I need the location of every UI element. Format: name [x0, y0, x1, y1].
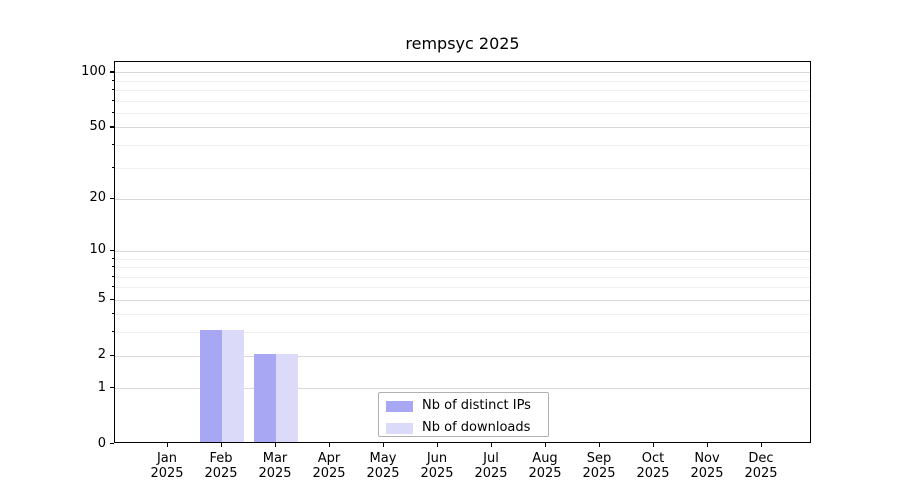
x-axis-tick	[707, 443, 709, 447]
y-axis-tick	[110, 197, 114, 200]
y-axis-tick-label: 0	[97, 435, 106, 451]
gridline-minor	[115, 113, 810, 115]
y-axis-minor-tick	[111, 286, 114, 288]
legend: Nb of distinct IPs Nb of downloads	[378, 392, 549, 437]
x-axis-tick	[491, 443, 493, 447]
gridline-major	[115, 299, 810, 301]
x-axis-tick	[545, 443, 547, 447]
x-axis-tick-label: May 2025	[366, 451, 400, 481]
y-axis-tick-label: 1	[97, 379, 106, 395]
gridline-minor	[115, 332, 810, 334]
x-axis-tick	[599, 443, 601, 447]
legend-swatch-downloads	[386, 422, 413, 434]
gridline-major	[115, 250, 810, 252]
y-axis-tick	[110, 126, 114, 128]
x-axis-tick-label: Mar 2025	[258, 451, 292, 481]
x-axis-tick-label: Nov 2025	[690, 451, 724, 481]
y-axis-tick	[110, 298, 114, 301]
y-axis-tick	[110, 387, 114, 389]
y-axis-tick	[110, 354, 114, 356]
y-axis-tick	[110, 249, 114, 252]
x-axis-tick-label: Oct 2025	[636, 451, 670, 481]
gridline-minor	[115, 276, 810, 278]
x-axis-tick	[167, 443, 169, 447]
gridline-major	[115, 127, 810, 129]
bar-nb-of-downloads	[276, 353, 298, 442]
y-axis-minor-tick	[111, 144, 114, 146]
y-axis-tick-label: 10	[89, 242, 106, 258]
y-axis-minor-tick	[111, 99, 114, 101]
x-axis-tick	[221, 443, 223, 447]
gridline-major	[115, 72, 810, 74]
chart-title: rempsyc 2025	[405, 34, 520, 53]
x-axis-tick	[383, 443, 385, 447]
y-axis-tick-label: 100	[81, 63, 106, 79]
legend-swatch-distinct-ips	[386, 400, 413, 412]
x-axis-tick	[653, 443, 655, 447]
gridline-minor	[115, 258, 810, 260]
gridline-major	[115, 355, 810, 357]
x-axis-tick-label: Jun 2025	[420, 451, 454, 481]
y-axis-minor-tick	[111, 266, 114, 268]
y-axis-tick	[110, 443, 114, 445]
y-axis-tick-label: 2	[97, 347, 106, 363]
gridline-minor	[115, 90, 810, 92]
legend-item-distinct-ips: Nb of distinct IPs	[386, 397, 541, 415]
y-axis-tick-label: 20	[89, 190, 106, 206]
x-axis-tick-label: Sep 2025	[582, 451, 616, 481]
x-axis-tick-label: Jan 2025	[150, 451, 184, 481]
gridline-minor	[115, 314, 810, 316]
gridline-major	[115, 388, 810, 390]
x-axis-tick	[437, 443, 439, 447]
y-axis-tick	[110, 71, 114, 73]
x-axis-tick-label: Jul 2025	[474, 451, 508, 481]
y-axis-minor-tick	[111, 257, 114, 259]
bar-nb-of-downloads	[222, 330, 244, 442]
plot-area	[114, 61, 811, 443]
y-axis-minor-tick	[111, 331, 114, 333]
gridline-minor	[115, 100, 810, 102]
legend-label-distinct-ips: Nb of distinct IPs	[422, 398, 531, 413]
x-axis-tick-label: Feb 2025	[204, 451, 238, 481]
x-axis-tick-label: Aug 2025	[528, 451, 562, 481]
bar-nb-of-distinct-ips	[254, 353, 276, 442]
y-axis-tick-label: 50	[89, 118, 106, 134]
y-axis-tick-label: 5	[97, 291, 106, 307]
x-axis-tick	[761, 443, 763, 447]
gridline-minor	[115, 80, 810, 82]
gridline-minor	[115, 287, 810, 289]
legend-label-downloads: Nb of downloads	[422, 420, 531, 435]
legend-item-downloads: Nb of downloads	[386, 419, 541, 437]
x-axis-tick-label: Dec 2025	[744, 451, 778, 481]
gridline-minor	[115, 267, 810, 269]
bar-nb-of-distinct-ips	[200, 330, 222, 442]
y-axis-minor-tick	[111, 313, 114, 315]
x-axis-tick	[275, 443, 277, 447]
y-axis-minor-tick	[111, 275, 114, 277]
x-axis-tick	[329, 443, 331, 447]
gridline-minor	[115, 145, 810, 147]
gridline-minor	[115, 167, 810, 169]
y-axis-minor-tick	[111, 79, 114, 81]
y-axis-minor-tick	[111, 89, 114, 91]
y-axis-minor-tick	[111, 166, 114, 168]
gridline-major	[115, 198, 810, 200]
x-axis-tick-label: Apr 2025	[312, 451, 346, 481]
y-axis-minor-tick	[111, 112, 114, 114]
